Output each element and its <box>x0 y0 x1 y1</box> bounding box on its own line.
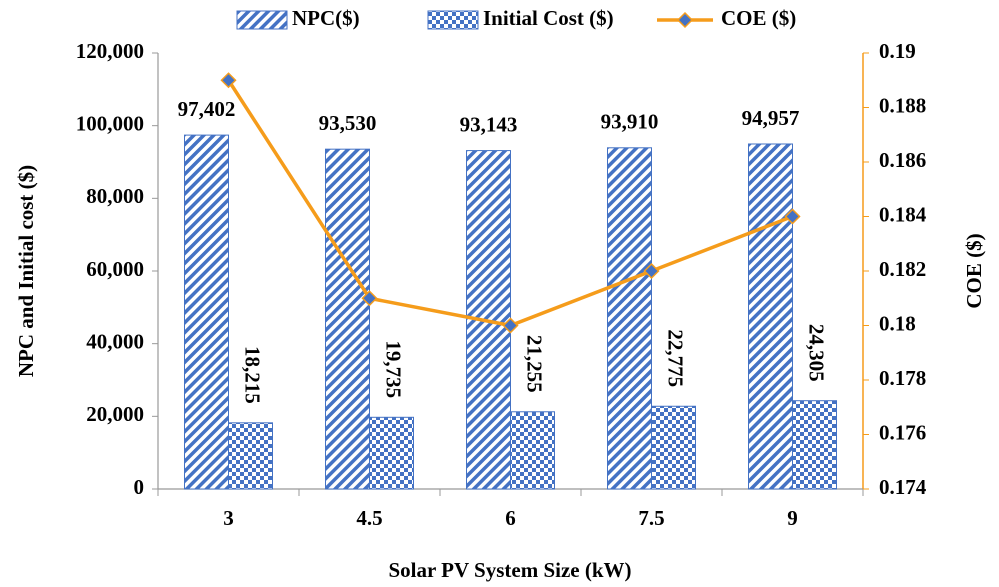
x-tick-label: 4.5 <box>356 506 382 530</box>
line-marker <box>643 262 660 280</box>
line-marker <box>220 72 237 89</box>
legend-label: NPC($) <box>292 6 360 30</box>
bar <box>792 400 837 490</box>
line-marker <box>502 317 519 334</box>
y-tick-label: 120,000 <box>76 39 144 63</box>
data-label: 94,957 <box>742 106 800 130</box>
y-tick-label: 100,000 <box>76 111 144 135</box>
data-label: 93,143 <box>460 112 518 136</box>
y2-tick-label: 0.186 <box>879 148 926 172</box>
data-label: 93,530 <box>319 111 377 135</box>
y2-tick-label: 0.176 <box>879 420 926 444</box>
x-axis-label: Solar PV System Size (kW) <box>388 558 631 582</box>
x-tick-label: 3 <box>223 506 234 530</box>
y2-tick-label: 0.18 <box>879 311 916 335</box>
y-tick-label: 80,000 <box>86 184 144 208</box>
bar <box>369 416 414 490</box>
data-label: 18,215 <box>241 346 265 404</box>
bar <box>607 147 652 490</box>
legend-swatch <box>236 10 288 30</box>
bar <box>748 143 793 490</box>
y2-axis-label: COE ($) <box>962 233 986 308</box>
bar <box>325 148 370 490</box>
y-tick-label: 0 <box>134 475 145 499</box>
y2-tick-label: 0.19 <box>879 39 916 63</box>
y-tick-label: 20,000 <box>86 402 144 426</box>
y2-tick-label: 0.184 <box>879 202 927 226</box>
y2-tick-label: 0.178 <box>879 366 926 390</box>
bar <box>651 405 696 490</box>
y2-tick-label: 0.188 <box>879 93 926 117</box>
data-label: 93,910 <box>601 110 659 134</box>
legend-swatch <box>427 10 479 30</box>
legend-marker <box>676 11 694 29</box>
x-tick-label: 7.5 <box>638 506 664 530</box>
data-label: 22,775 <box>664 329 688 387</box>
line-marker <box>361 290 378 307</box>
data-label: 24,305 <box>805 324 829 382</box>
x-tick-label: 9 <box>787 506 798 530</box>
legend-label: Initial Cost ($) <box>483 6 614 30</box>
y2-tick-label: 0.182 <box>879 257 926 281</box>
line-marker <box>784 208 801 225</box>
data-label: 21,255 <box>523 335 547 393</box>
y-tick-label: 40,000 <box>86 329 144 353</box>
y-axis-label: NPC and Initial cost ($) <box>14 165 38 377</box>
bar <box>184 134 229 490</box>
legend-label: COE ($) <box>721 6 796 30</box>
data-label: 19,735 <box>382 340 406 398</box>
bar <box>510 411 555 490</box>
y-tick-label: 60,000 <box>86 257 144 281</box>
bar <box>228 422 273 490</box>
data-label: 97,402 <box>178 97 236 121</box>
x-tick-label: 6 <box>505 506 516 530</box>
y2-tick-label: 0.174 <box>879 475 927 499</box>
